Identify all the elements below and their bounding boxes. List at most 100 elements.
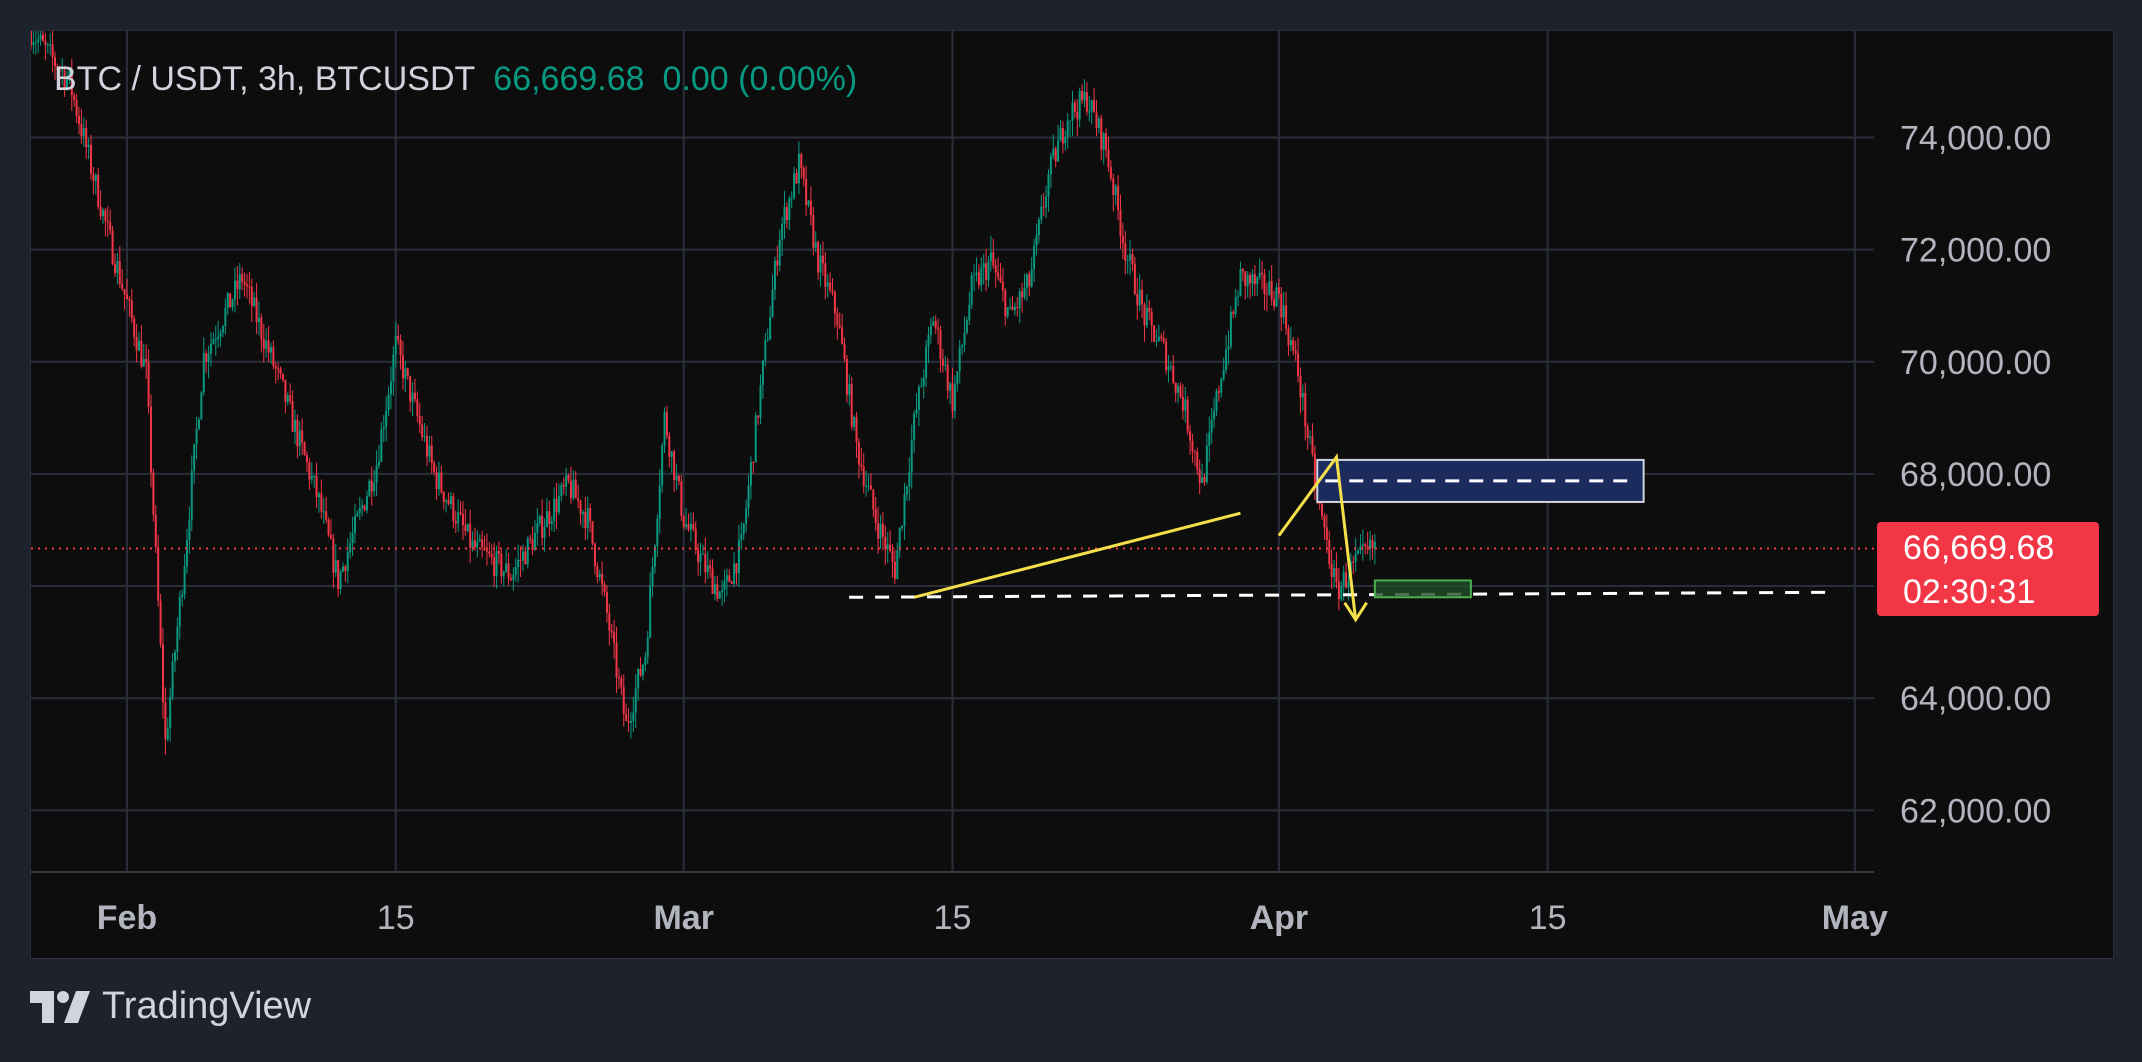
candle-body — [293, 419, 296, 432]
candle-body — [1138, 289, 1141, 306]
candle-body — [197, 419, 200, 430]
candle-body — [291, 401, 294, 432]
candle-body — [845, 358, 848, 395]
candle-body — [809, 200, 812, 216]
candle-body — [754, 415, 757, 463]
candle-body — [1273, 299, 1276, 307]
header-last-price: 66,669.68 — [493, 60, 645, 98]
candle-body — [39, 34, 42, 40]
candle-body — [485, 550, 488, 552]
candle-body — [572, 479, 575, 499]
candle-body — [536, 523, 539, 533]
candle-body — [401, 355, 404, 379]
tradingview-branding[interactable]: TradingView — [30, 985, 311, 1028]
candle-body — [819, 255, 822, 273]
candle-body — [605, 592, 608, 613]
candle-body — [1325, 527, 1328, 541]
candle-body — [505, 563, 508, 572]
candle-body — [1016, 306, 1019, 309]
candle-body — [867, 485, 870, 487]
candle-body — [281, 373, 284, 380]
candle-body — [56, 66, 59, 71]
candle-body — [737, 540, 740, 574]
candle-body — [212, 339, 215, 344]
time-tick-label: Mar — [653, 899, 713, 937]
candle-body — [1155, 341, 1158, 343]
candle-body — [932, 321, 935, 326]
candle-body — [898, 528, 901, 551]
candle-body — [452, 496, 455, 521]
candle-body — [689, 523, 692, 530]
candle-body — [999, 276, 1002, 282]
candle-body — [1323, 515, 1326, 528]
candle-body — [356, 513, 359, 516]
candle-body — [341, 566, 344, 572]
candle-body — [843, 344, 846, 359]
candle-body — [411, 392, 414, 402]
candle-body — [855, 416, 858, 442]
candle-body — [89, 144, 92, 174]
candle-body — [865, 485, 868, 487]
candle-body — [646, 637, 649, 657]
candle-body — [34, 42, 37, 44]
candle-body — [413, 392, 416, 400]
candle-body — [41, 34, 44, 41]
candle-body — [1073, 102, 1076, 112]
candle-body — [965, 320, 968, 333]
candle-body — [673, 451, 676, 480]
candle-body — [538, 515, 541, 524]
candle-body — [1025, 274, 1028, 288]
candle-body — [769, 317, 772, 340]
price-tick-label: 62,000.00 — [1900, 792, 2051, 830]
candle-body — [466, 523, 469, 531]
candle-body — [365, 496, 368, 511]
candle-body — [322, 511, 325, 513]
candles-group — [31, 31, 1376, 755]
candle-body — [1364, 544, 1367, 547]
candle-body — [1150, 312, 1153, 326]
candle-body — [886, 544, 889, 550]
symbol-label[interactable]: BTC / USDT, 3h, BTCUSDT — [54, 60, 476, 98]
candle-body — [406, 368, 409, 377]
candle-body — [833, 292, 836, 314]
candle-body — [500, 553, 503, 577]
projection-path — [1277, 453, 1358, 620]
candle-body — [949, 383, 952, 391]
chart-frame[interactable] — [30, 30, 2114, 959]
candle-body — [1037, 219, 1040, 236]
candle-body — [1256, 277, 1259, 285]
candle-body — [1366, 546, 1369, 549]
candle-body — [80, 123, 83, 137]
candle-body — [1162, 338, 1165, 342]
candle-body — [893, 561, 896, 579]
candle-body — [620, 678, 623, 688]
candle-body — [704, 553, 707, 573]
candle-body — [891, 550, 894, 562]
candle-body — [1234, 297, 1237, 314]
candle-body — [857, 441, 860, 465]
candle-body — [1172, 366, 1175, 383]
candle-body — [274, 366, 277, 369]
candle-body — [1095, 112, 1098, 128]
candle-body — [649, 586, 652, 638]
candle-body — [836, 313, 839, 325]
candle-body — [562, 484, 565, 487]
candle-body — [154, 514, 157, 548]
candle-body — [178, 597, 181, 627]
candle-body — [512, 574, 515, 580]
candle-body — [699, 554, 702, 563]
candle-body — [557, 495, 560, 513]
candle-body — [257, 317, 260, 323]
candle-body — [548, 511, 551, 524]
candle-body — [1107, 149, 1110, 168]
price-tick-label: 74,000.00 — [1900, 120, 2051, 158]
candle-body — [382, 427, 385, 430]
candle-body — [531, 539, 534, 551]
candle-body — [185, 540, 188, 567]
price-tick-label: 72,000.00 — [1900, 232, 2051, 270]
candle-body — [205, 353, 208, 362]
candle-body — [380, 429, 383, 462]
candle-body — [289, 395, 292, 402]
candle-body — [1294, 350, 1297, 354]
